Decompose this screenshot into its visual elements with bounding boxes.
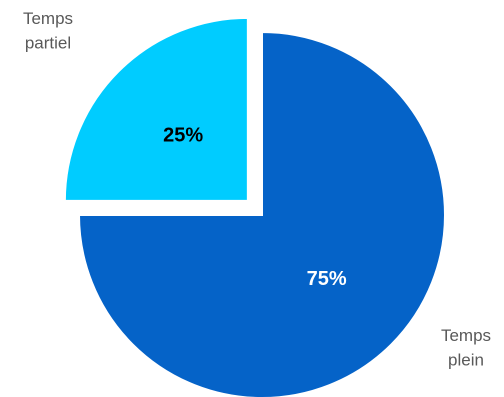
slice-category-label-0: Temps plein xyxy=(441,326,491,370)
slice-category-label-line: plein xyxy=(448,351,484,370)
slice-category-label-line: Temps xyxy=(441,326,491,345)
slice-category-label-line: partiel xyxy=(25,34,71,53)
slice-category-label-1: Temps partiel xyxy=(23,9,73,53)
pie-slice-1 xyxy=(63,16,249,202)
slice-category-label-line: Temps xyxy=(23,9,73,28)
labels-layer: 75% Temps plein 25% Temps partiel xyxy=(23,9,491,370)
pie-slice-0 xyxy=(77,30,446,397)
slice-value-label-1: 25% xyxy=(163,124,203,146)
slices-layer xyxy=(63,16,446,397)
slice-value-label-0: 75% xyxy=(307,268,347,290)
